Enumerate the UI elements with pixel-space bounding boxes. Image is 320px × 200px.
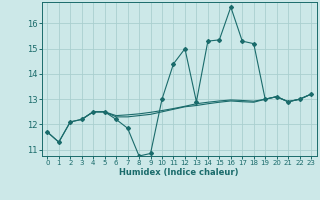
X-axis label: Humidex (Indice chaleur): Humidex (Indice chaleur) xyxy=(119,168,239,177)
